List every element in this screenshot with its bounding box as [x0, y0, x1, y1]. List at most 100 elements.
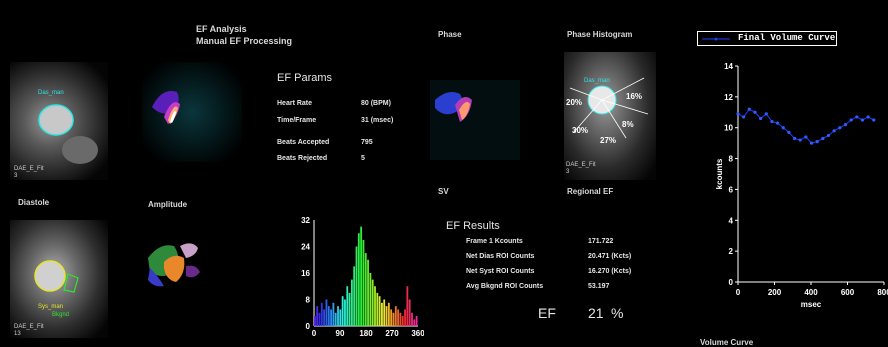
param-value: 80 (BPM): [361, 100, 391, 107]
histogram-bar: [397, 309, 400, 326]
bkgnd-roi-outline: [63, 273, 79, 293]
volume-data-point: [742, 115, 746, 119]
volume-data-point: [798, 138, 802, 142]
y-tick-label: 0: [306, 322, 311, 331]
histogram-bar: [316, 306, 319, 326]
regional-ef-label: Regional EF: [567, 187, 614, 196]
param-value: 5: [361, 155, 365, 162]
histogram-bar: [374, 286, 376, 326]
y-tick-label: 24: [301, 243, 310, 252]
volume-data-point: [832, 129, 836, 133]
histogram-bar: [383, 299, 386, 326]
histogram-bar: [364, 253, 367, 326]
histogram-bar: [360, 226, 363, 326]
regional-pct: 16%: [626, 92, 643, 101]
y-tick-label: 0: [729, 278, 734, 287]
histogram-bar: [332, 302, 335, 326]
histogram-bar: [390, 309, 393, 326]
histogram-bar: [325, 299, 328, 326]
regional-pct: 27%: [600, 136, 617, 145]
bottom-left-frame: 13: [14, 331, 21, 337]
result-label: Net Syst ROI Counts: [466, 268, 535, 275]
volume-data-point: [826, 133, 831, 138]
histogram-bar: [355, 246, 358, 326]
histogram-bar: [406, 286, 409, 326]
volume-data-point: [866, 115, 870, 119]
header-subtitle: Manual EF Processing: [196, 36, 293, 46]
das-label: Das_man: [38, 90, 64, 96]
result-label: Net Dias ROI Counts: [466, 253, 535, 260]
result-value: 20.471 (Kcts): [588, 253, 632, 260]
histogram-bar: [401, 316, 404, 326]
regional-frame: 3: [566, 169, 570, 175]
histogram-bar: [334, 312, 337, 326]
param-value: 795: [361, 139, 373, 146]
sys-roi-outline: [34, 260, 66, 292]
histogram-bar: [376, 292, 379, 326]
phase-label: Phase: [438, 30, 462, 39]
histogram-bar: [341, 296, 344, 326]
amplitude-label: Amplitude: [148, 200, 188, 209]
histogram-bar: [369, 273, 372, 326]
histogram-bar: [330, 309, 332, 326]
x-tick-label: 200: [768, 288, 782, 297]
regional-ef-image[interactable]: Das_man 20% 16% 30% 8% 27% DAE_E_Fit 3: [564, 52, 656, 180]
y-tick-label: 2: [729, 247, 734, 256]
result-value: 53.197: [588, 283, 610, 290]
ef-params-title: EF Params: [277, 72, 333, 84]
histogram-bar: [357, 233, 360, 326]
phase-histogram-chart: 0 90 180 270 360 0 8 16 24 32: [301, 216, 424, 338]
regional-pct: 8%: [622, 120, 634, 129]
param-label: Time/Frame: [277, 117, 317, 124]
param-label: Heart Rate: [277, 100, 313, 107]
histogram-bar: [337, 306, 339, 326]
volume-data-point: [804, 135, 808, 139]
histogram-bar: [381, 302, 383, 326]
histogram-bar: [318, 312, 321, 326]
volume-legend: Final Volume Curve: [697, 31, 837, 46]
volume-data-point: [821, 136, 825, 141]
bottom-left-caption: DAE_E_Fit: [14, 324, 44, 330]
y-tick-label: 8: [306, 296, 311, 305]
volume-data-point: [781, 126, 785, 130]
param-label: Beats Accepted: [277, 139, 330, 146]
histogram-bar: [415, 316, 418, 326]
diastole-roi-image[interactable]: Das_man DAE_E_Fit 3: [10, 62, 108, 180]
regional-caption: DAE_E_Fit: [566, 162, 596, 168]
sys-label: Sys_man: [38, 304, 64, 310]
x-tick-label: 180: [359, 329, 373, 338]
volume-data-point: [776, 121, 780, 125]
volume-data-point: [792, 136, 797, 141]
y-tick-label: 4: [729, 216, 734, 225]
histogram-bar: [348, 292, 351, 326]
volume-data-point: [787, 130, 791, 134]
volume-data-point: [747, 107, 751, 111]
regional-pct: 30%: [572, 126, 589, 135]
top-left-caption: DAE_E_Fit: [14, 166, 44, 172]
histogram-bar: [323, 309, 326, 326]
histogram-bar: [385, 306, 388, 326]
volume-data-point: [736, 112, 740, 116]
regional-pct: 20%: [566, 98, 583, 107]
x-tick-label: 270: [385, 329, 399, 338]
param-label: Beats Rejected: [277, 155, 328, 162]
x-tick-label: 400: [804, 288, 818, 297]
histogram-bar: [392, 312, 395, 326]
volume-data-point: [764, 112, 768, 116]
y-tick-label: 32: [301, 216, 310, 225]
systole-roi-image[interactable]: Sys_man Bkgnd DAE_E_Fit 13: [10, 220, 108, 338]
y-tick-label: 16: [301, 269, 310, 278]
y-tick-label: 6: [729, 185, 734, 194]
stroke-volume-image: [142, 62, 242, 162]
ef-value: 21: [588, 305, 604, 321]
y-tick-label: 12: [724, 93, 733, 102]
histogram-bar: [371, 279, 374, 326]
result-label: Frame 1 Kcounts: [466, 238, 523, 245]
volume-data-point: [843, 123, 848, 127]
result-value: 16.270 (Kcts): [588, 268, 632, 275]
top-left-frame: 3: [14, 173, 18, 179]
y-tick-label: 10: [724, 124, 733, 133]
histogram-bar: [346, 286, 349, 326]
sv-label: SV: [438, 187, 449, 196]
x-tick-label: 0: [312, 329, 317, 338]
